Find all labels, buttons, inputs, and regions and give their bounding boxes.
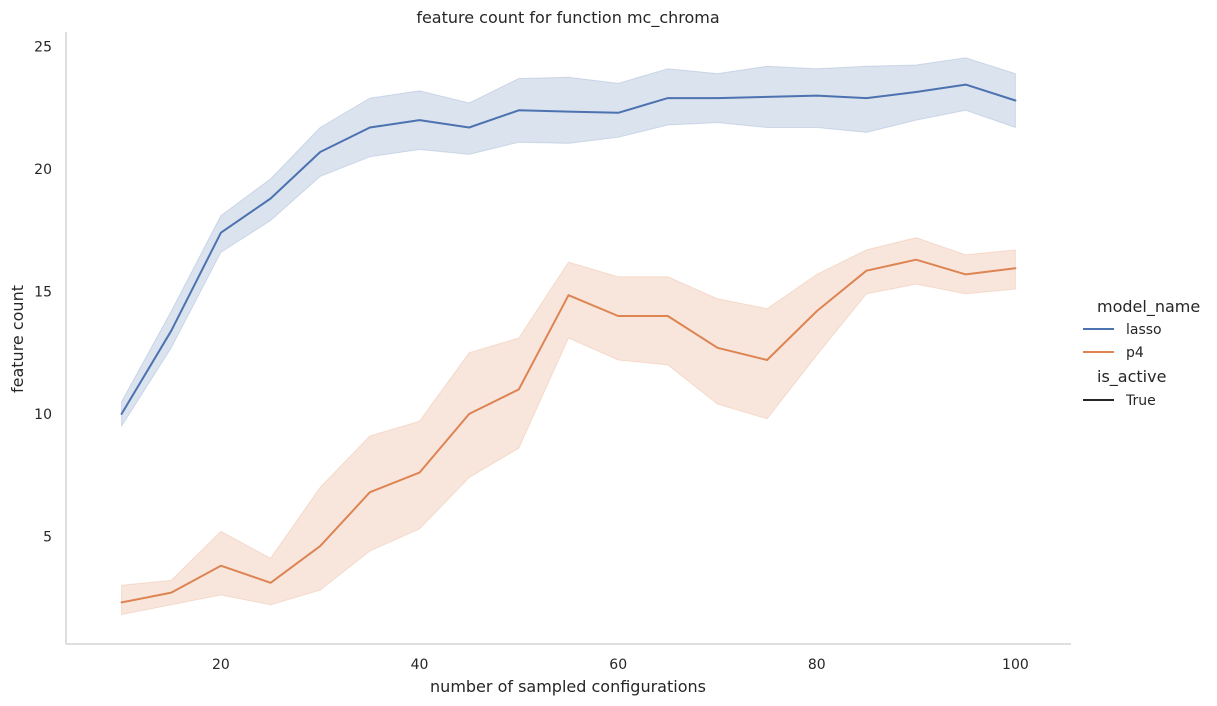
legend-style-title: is_active [1097,367,1166,387]
x-tick-label: 80 [808,657,826,673]
x-axis-title: number of sampled configurations [430,677,706,696]
y-tick-label: 20 [34,162,52,178]
series-points-lasso [121,84,1016,415]
chart-title: feature count for function mc_chroma [416,8,719,28]
data-point [518,388,520,390]
x-tick-label: 60 [609,657,627,673]
data-point [170,592,172,594]
ci-band-lasso [121,57,1016,428]
data-point [319,545,321,547]
y-tick-label: 5 [43,529,52,545]
x-tick-label: 40 [411,657,429,673]
y-tick-label: 25 [34,40,52,56]
data-point [468,413,470,415]
y-axis-title: feature count [8,285,27,393]
data-point [816,95,818,97]
ci-band-p4 [121,237,1016,616]
data-point [965,84,967,86]
data-point [1014,100,1016,101]
data-point [319,151,321,153]
data-point [568,111,569,113]
confidence-bands [121,57,1016,616]
data-point [766,359,768,361]
legend-label-true: True [1125,393,1156,409]
data-point [270,582,272,584]
data-point [865,97,867,99]
data-point [667,315,669,317]
y-axis-ticks: 5 10 15 20 25 [34,40,52,546]
data-point [220,232,222,234]
data-point [717,347,718,349]
x-tick-label: 20 [212,657,230,673]
data-point [617,315,619,317]
plot-area [120,57,1017,616]
data-point [667,97,669,99]
data-point [518,109,520,111]
data-point [220,565,222,567]
data-point [369,127,371,128]
data-point [568,294,569,296]
data-point [170,330,172,332]
data-point [1014,267,1016,269]
x-tick-label: 100 [1002,657,1029,673]
data-point [717,97,718,99]
data-point [468,127,470,128]
data-point [369,491,371,493]
series-lines [120,83,1017,604]
legend-label-p4: p4 [1126,345,1144,361]
data-point [965,273,967,275]
y-tick-label: 15 [34,285,52,301]
data-point [816,310,818,312]
data-point [865,270,867,272]
data-point [915,259,917,261]
data-point [121,413,123,415]
data-point [121,601,123,603]
legend-hue-title: model_name [1097,297,1200,317]
legend-label-lasso: lasso [1126,322,1162,338]
data-point [915,91,917,93]
x-axis-ticks: 20 40 60 80 100 [212,657,1029,673]
legend: model_name lasso p4 is_active True [1083,297,1200,409]
data-point [617,112,619,114]
data-point [419,472,420,474]
data-point [766,96,768,98]
y-tick-label: 10 [34,407,52,423]
data-point [419,119,420,121]
data-point [270,198,272,199]
series-points-p4 [121,259,1016,603]
